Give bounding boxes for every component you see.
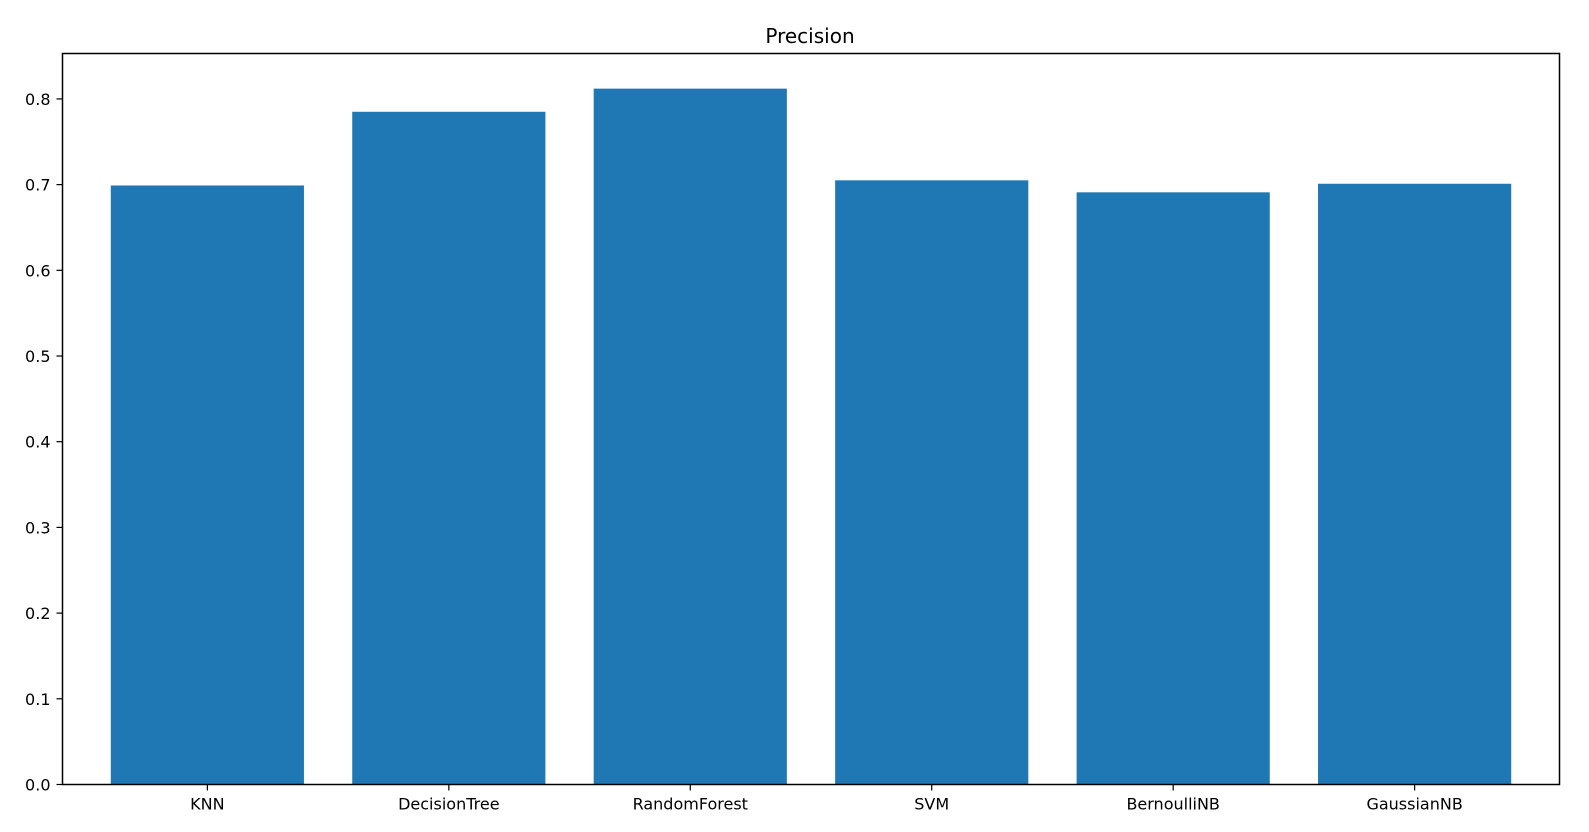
x-tick-label: DecisionTree — [398, 795, 499, 814]
bar-knn — [110, 185, 304, 785]
y-tick-label: 0.3 — [25, 518, 50, 537]
y-tick-label: 0.1 — [25, 690, 50, 709]
bar-bernoullinb — [1076, 192, 1270, 785]
bar-randomforest — [593, 88, 787, 785]
x-tick-label: BernoulliNB — [1126, 795, 1219, 814]
y-tick-label: 0.7 — [25, 176, 50, 195]
y-tick-label: 0.6 — [25, 261, 50, 280]
x-tick-label: RandomForest — [633, 795, 748, 814]
bars — [110, 88, 1512, 785]
plot-frame — [61, 52, 1561, 786]
y-tick-label: 0.2 — [25, 604, 50, 623]
bar-svm — [835, 180, 1029, 785]
chart-title: Precision — [765, 24, 854, 48]
y-tick-label: 0.8 — [25, 90, 50, 109]
x-tick-label: GaussianNB — [1366, 795, 1462, 814]
x-tick-label: KNN — [190, 795, 224, 814]
y-tick-label: 0.0 — [25, 776, 50, 795]
y-tick-label: 0.4 — [25, 433, 50, 452]
y-tick-label: 0.5 — [25, 347, 50, 366]
bar-gaussiannb — [1318, 183, 1512, 785]
x-tick-label: SVM — [914, 795, 949, 814]
y-axis: 0.0 0.1 0.2 0.3 0.4 0.5 0.6 0.7 0.8 — [25, 90, 63, 795]
bar-decisiontree — [352, 111, 546, 785]
x-axis: KNN DecisionTree RandomForest SVM BernoulliN… — [190, 784, 1463, 814]
